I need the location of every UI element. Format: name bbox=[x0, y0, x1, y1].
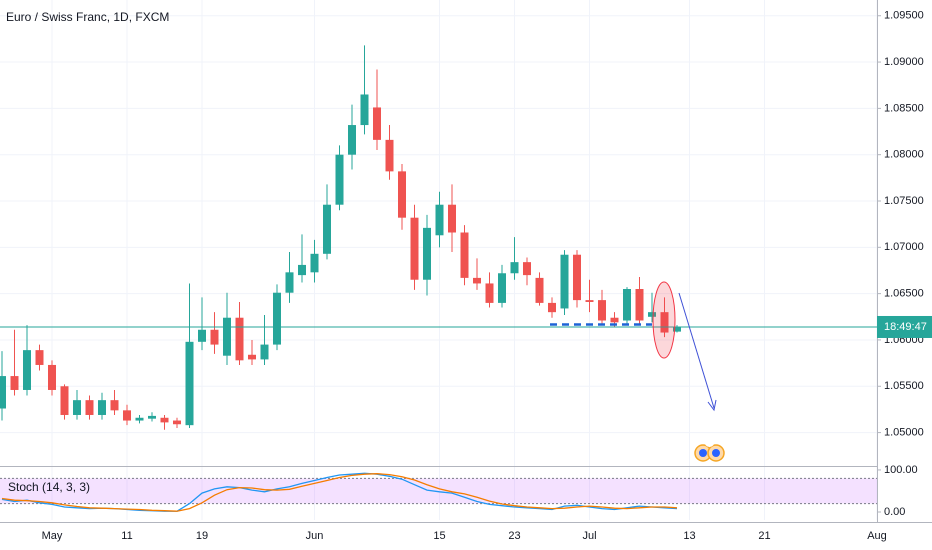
candle-body bbox=[173, 420, 181, 425]
candle-body bbox=[673, 326, 681, 332]
y-tick-label: 1.05000 bbox=[884, 426, 924, 438]
y-tick-label: 1.08000 bbox=[884, 149, 924, 161]
candle-body bbox=[148, 415, 156, 419]
candle-body bbox=[473, 277, 481, 284]
candle-body bbox=[498, 273, 506, 303]
candle-body bbox=[73, 400, 81, 415]
x-tick-label: 15 bbox=[433, 530, 445, 542]
candle-body bbox=[548, 302, 556, 313]
candle-body bbox=[560, 254, 569, 309]
chart-title: Euro / Swiss Franc, 1D, FXCM bbox=[6, 10, 169, 24]
candle-body bbox=[360, 94, 369, 126]
candle-body bbox=[435, 204, 444, 236]
candle-body bbox=[210, 329, 219, 345]
candle-body bbox=[385, 139, 394, 172]
candle-body bbox=[298, 264, 306, 276]
band-fill bbox=[0, 478, 877, 504]
candle-body bbox=[23, 350, 31, 390]
candle-body bbox=[35, 350, 44, 365]
candle-body bbox=[110, 400, 119, 411]
candle-body bbox=[48, 364, 56, 390]
candle-body bbox=[485, 283, 494, 303]
candle-body bbox=[348, 125, 356, 155]
y-tick-label: 0.00 bbox=[884, 506, 905, 518]
candle-body bbox=[0, 376, 7, 409]
candle-body bbox=[135, 417, 144, 421]
candle-body bbox=[160, 417, 169, 423]
candle-body bbox=[123, 410, 131, 421]
y-tick-label: 1.06500 bbox=[884, 288, 924, 300]
x-tick-label: Jun bbox=[306, 530, 324, 542]
candle-body bbox=[448, 204, 456, 233]
candle-body bbox=[98, 400, 106, 415]
candle-body bbox=[460, 232, 469, 278]
candle-body bbox=[273, 292, 281, 345]
candle-body bbox=[423, 227, 431, 280]
y-tick-label: 1.07500 bbox=[884, 195, 924, 207]
x-tick-label: 21 bbox=[758, 530, 770, 542]
forecast-arrow-head bbox=[707, 399, 717, 412]
y-tick-label: 1.05500 bbox=[884, 380, 924, 392]
candle-body bbox=[585, 300, 594, 302]
candle-body bbox=[398, 171, 406, 218]
candle-body bbox=[185, 341, 194, 426]
y-tick-label: 1.08500 bbox=[884, 102, 924, 114]
candle-body bbox=[310, 253, 319, 273]
x-tick-label: 13 bbox=[683, 530, 695, 542]
candle-body bbox=[260, 344, 269, 360]
candle-body bbox=[573, 254, 581, 301]
y-tick-label: 1.09000 bbox=[884, 56, 924, 68]
candle-body bbox=[535, 277, 544, 303]
indicator-line bbox=[1, 473, 678, 512]
candle-body bbox=[223, 317, 231, 356]
forecast-arrow bbox=[678, 292, 715, 409]
candle-body bbox=[235, 317, 244, 361]
candle-body bbox=[510, 262, 519, 274]
candle-body bbox=[60, 386, 69, 415]
marks-layer bbox=[0, 45, 877, 512]
candle-body bbox=[285, 272, 294, 293]
countdown-label: 18:49:47 bbox=[884, 321, 927, 333]
x-tick-label: Aug bbox=[867, 530, 887, 542]
candle-body bbox=[660, 312, 669, 333]
x-tick-label: 11 bbox=[121, 530, 132, 542]
y-tick-label: 1.09500 bbox=[884, 10, 924, 22]
x-tick-label: 23 bbox=[508, 530, 520, 542]
event-icon bbox=[694, 437, 725, 462]
y-tick-label: 1.07000 bbox=[884, 241, 924, 253]
last-price-box bbox=[877, 315, 932, 338]
candle-body bbox=[635, 289, 644, 321]
candle-body bbox=[598, 300, 606, 321]
highlight-ellipse bbox=[652, 281, 676, 359]
x-tick-label: Jul bbox=[582, 530, 596, 542]
candle-body bbox=[198, 329, 206, 342]
candle-body bbox=[85, 400, 94, 415]
x-tick-label: 19 bbox=[196, 530, 208, 542]
indicator-title: Stoch (14, 3, 3) bbox=[8, 480, 90, 494]
y-tick-label: 100.00 bbox=[884, 464, 918, 476]
candle-body bbox=[410, 217, 419, 280]
candle-body bbox=[335, 154, 344, 205]
candle-body bbox=[373, 107, 381, 140]
candle-body bbox=[648, 312, 656, 317]
candle-body bbox=[10, 376, 19, 390]
candle-body bbox=[323, 204, 331, 254]
labels-layer: 1.09500 1.09000 1.08500 1.08000 1.07500 1.070… bbox=[42, 10, 932, 542]
candle-body bbox=[248, 354, 256, 360]
x-tick-label: May bbox=[42, 530, 63, 542]
candle-body bbox=[610, 317, 619, 323]
candle-body bbox=[623, 289, 631, 321]
candle-body bbox=[523, 262, 531, 276]
